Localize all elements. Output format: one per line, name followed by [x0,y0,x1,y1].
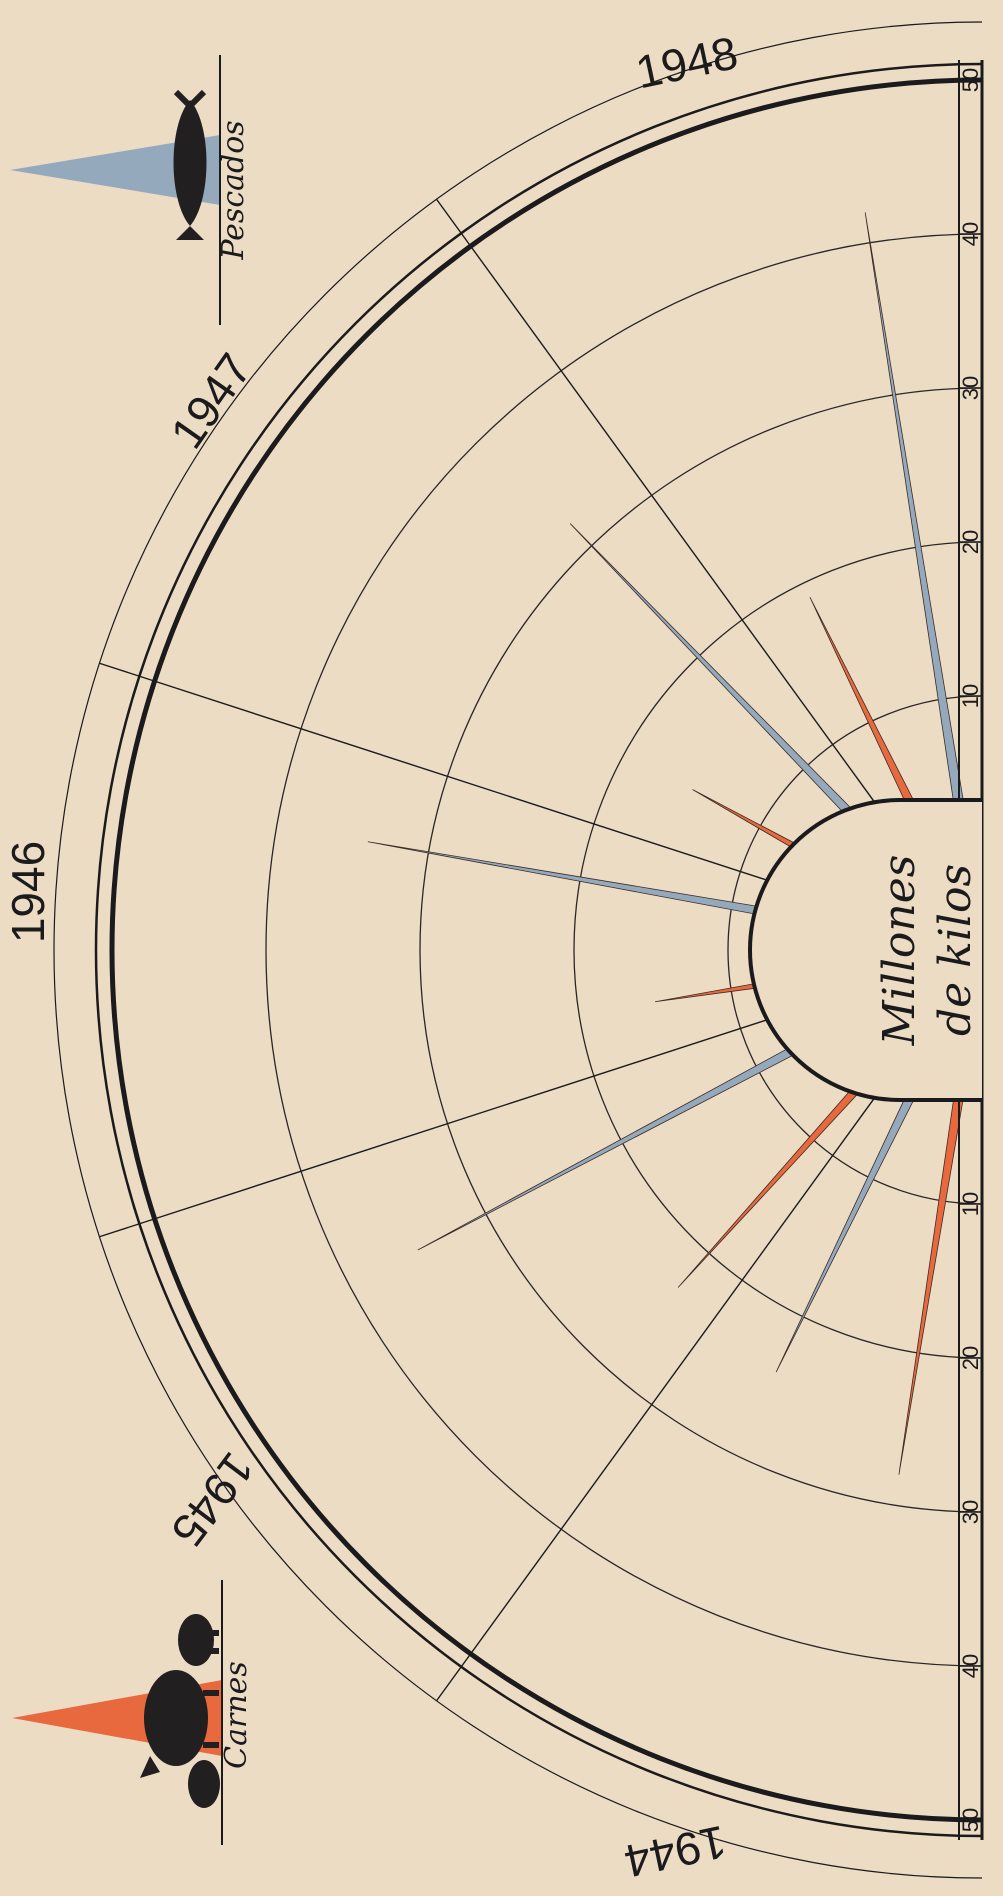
legend-pescados-label: Pescados [216,120,251,260]
legend-pescados: Pescados [10,55,251,325]
legend-carnes-label: Carnes [219,1661,254,1769]
year-divider [99,662,888,920]
center-label-line1: Millones [874,855,925,1047]
center-hub: Millones de kilos [748,798,982,1102]
scale-tick-lower-4: 40 [958,1654,983,1678]
legend-carnes: Carnes [12,1580,254,1845]
year-divider [435,1030,924,1702]
grid-ring [573,541,983,1359]
scale-tick-lower-3: 30 [958,1500,983,1524]
year-divider [99,980,888,1238]
fish-icon [173,89,207,240]
livestock-icon [140,1614,220,1808]
center-label-line2: de kilos [930,864,981,1036]
scale-tick-lower-5: 50 [958,1808,983,1832]
scale-tick-upper-4: 40 [958,222,983,246]
grid-ring [419,387,983,1513]
outer-ring [109,77,983,1823]
grid-rings [53,21,983,1879]
grid-ring [265,233,983,1667]
scale-tick-upper-5: 50 [958,68,983,92]
legend-pescados-swatch [10,135,220,205]
outer-ring [53,21,983,1879]
scale-tick-upper-2: 20 [958,530,983,554]
year-divider [435,198,924,870]
year-label-1946: 1946 [2,841,54,943]
outer-ring [94,62,983,1838]
scale-tick-lower-1: 10 [958,1192,983,1216]
scale-tick-upper-3: 30 [958,376,983,400]
scale-tick-upper-1: 10 [958,684,983,708]
grid-ring [727,695,983,1205]
scale-tick-lower-2: 20 [958,1346,983,1370]
